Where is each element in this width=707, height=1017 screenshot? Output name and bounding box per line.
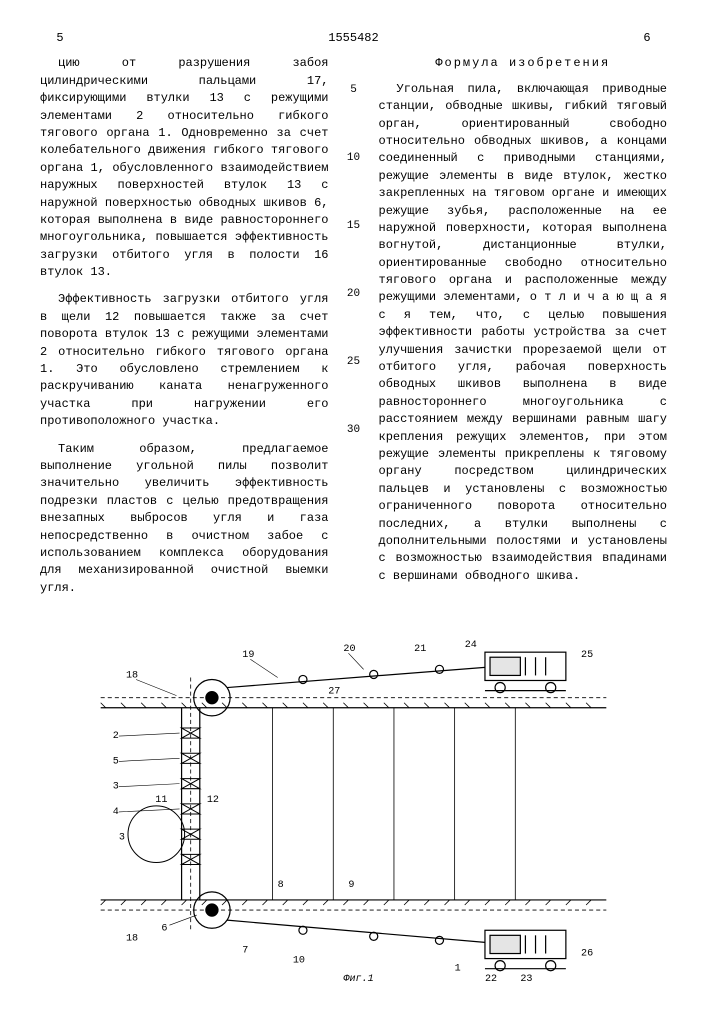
left-paragraph-2: Эффективность загрузки отбитого угля в щ… (40, 291, 329, 430)
label-7: 7 (242, 946, 248, 957)
label-21: 21 (414, 644, 426, 655)
text-columns: цию от разрушения забоя цилиндрическими … (40, 55, 667, 607)
line-marker: 15 (347, 219, 361, 235)
label-6: 6 (161, 923, 167, 934)
line-marker: 10 (347, 151, 361, 167)
label-23: 23 (520, 974, 532, 981)
diagram-svg: 18 19 20 21 24 25 27 2 5 3 4 11 12 3 8 9… (40, 637, 667, 981)
label-1: 1 (455, 964, 461, 975)
document-number: 1555482 (80, 30, 627, 47)
label-5: 5 (113, 757, 119, 768)
label-18b: 18 (126, 933, 138, 944)
line-marker: 30 (347, 423, 361, 439)
label-12: 12 (207, 795, 219, 806)
line-marker: 20 (347, 287, 361, 303)
label-9: 9 (348, 880, 354, 891)
right-paragraph-1: Угольная пила, включающая приводные стан… (379, 81, 668, 585)
label-26: 26 (581, 949, 593, 960)
left-paragraph-1: цию от разрушения забоя цилиндрическими … (40, 55, 329, 281)
label-20: 20 (343, 644, 355, 655)
label-27: 27 (328, 687, 340, 698)
left-column: цию от разрушения забоя цилиндрическими … (40, 55, 329, 607)
line-number-gutter: 5 10 15 20 25 30 (347, 55, 361, 607)
label-24: 24 (465, 640, 477, 651)
label-22: 22 (485, 974, 497, 981)
label-25: 25 (581, 650, 593, 661)
line-marker: 5 (347, 83, 361, 99)
label-10: 10 (293, 956, 305, 967)
label-3b: 3 (119, 832, 125, 843)
page-number-right: 6 (627, 30, 667, 47)
page-header: 5 1555482 6 (40, 30, 667, 47)
label-8: 8 (278, 880, 284, 891)
label-3: 3 (113, 782, 119, 793)
left-paragraph-3: Таким образом, предлагаемое выполнение у… (40, 441, 329, 598)
line-marker: 25 (347, 355, 361, 371)
right-column: Формула изобретения Угольная пила, включ… (379, 55, 668, 607)
label-4: 4 (113, 807, 119, 818)
label-2: 2 (113, 731, 119, 742)
label-19: 19 (242, 650, 254, 661)
figure-1: 18 19 20 21 24 25 27 2 5 3 4 11 12 3 8 9… (40, 637, 667, 987)
label-11: 11 (155, 795, 167, 806)
figure-caption: Фиг.1 (343, 974, 373, 981)
page-number-left: 5 (40, 30, 80, 47)
formula-title: Формула изобретения (379, 55, 668, 72)
